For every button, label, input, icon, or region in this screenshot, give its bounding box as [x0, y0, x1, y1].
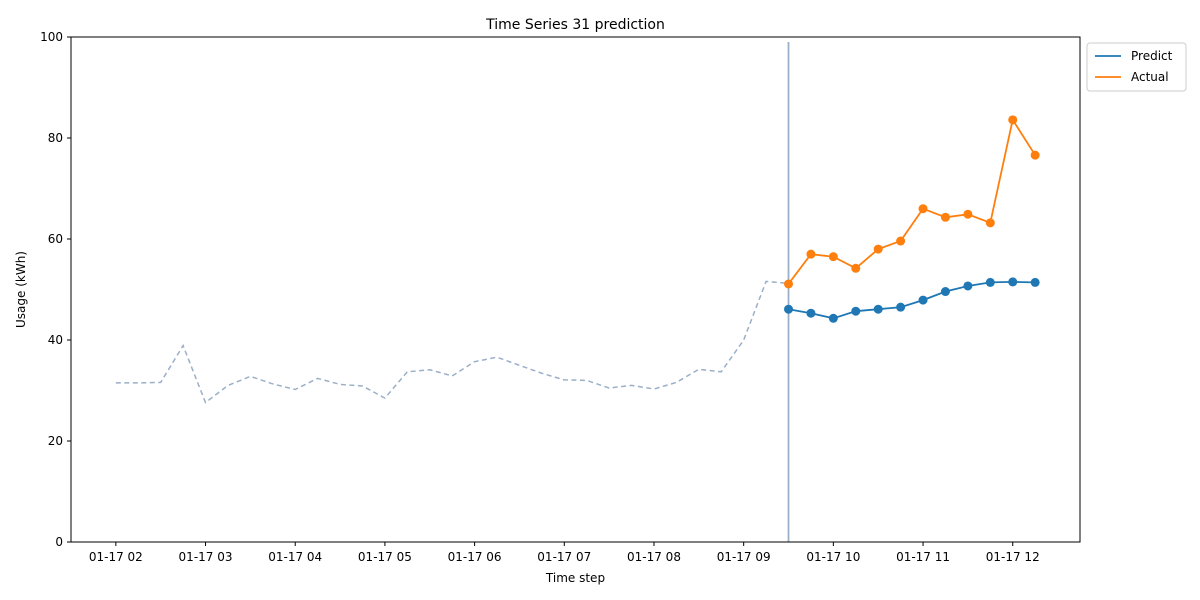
series-point-actual — [828, 252, 838, 262]
legend-label-predict: Predict — [1131, 49, 1173, 63]
series-point-predict — [828, 313, 838, 323]
y-tick-label: 40 — [48, 333, 63, 347]
x-tick-label: 01-17 12 — [986, 550, 1040, 564]
plot-area — [115, 42, 1040, 542]
series-point-actual — [963, 209, 973, 219]
series-point-predict — [1008, 277, 1018, 287]
series-point-actual — [918, 204, 928, 214]
series-line-actual — [787, 117, 1036, 285]
plot-border — [70, 36, 1081, 543]
series-point-actual — [985, 218, 995, 228]
x-tick-label: 01-17 02 — [89, 550, 143, 564]
series-point-predict — [851, 306, 861, 316]
series-point-predict — [963, 281, 973, 291]
x-tick-label: 01-17 09 — [717, 550, 771, 564]
legend-box — [1086, 42, 1187, 92]
y-tick-label: 80 — [48, 131, 63, 145]
y-tick-label: 20 — [48, 434, 63, 448]
series-point-actual — [806, 249, 816, 259]
series-point-actual — [873, 244, 883, 254]
x-tick-label: 01-17 10 — [806, 550, 860, 564]
series-point-predict — [940, 287, 950, 297]
series-line-predict — [788, 280, 1036, 320]
series-point-actual — [1008, 115, 1018, 125]
history-line — [115, 280, 789, 404]
x-tick-label: 01-17 07 — [537, 550, 591, 564]
axes-frame — [70, 36, 1081, 543]
x-tick-label: 01-17 03 — [179, 550, 233, 564]
y-tick-label: 100 — [40, 30, 63, 44]
series-point-actual — [851, 263, 861, 273]
x-tick-label: 01-17 06 — [448, 550, 502, 564]
series-point-predict — [873, 304, 883, 314]
x-tick-label: 01-17 08 — [627, 550, 681, 564]
legend-label-actual: Actual — [1131, 70, 1169, 84]
x-tick-label: 01-17 05 — [358, 550, 412, 564]
axes: 0 20 40 60 80 100 01-17 02 01-17 03 01-17 04 01-1… — [40, 30, 1040, 564]
x-axis-label: Time step — [545, 571, 605, 585]
series-point-predict — [918, 295, 928, 305]
y-tick-label: 60 — [48, 232, 63, 246]
legend: Predict Actual — [1086, 42, 1187, 92]
y-tick-label: 0 — [55, 535, 63, 549]
series-point-predict — [985, 277, 995, 287]
x-tick-label: 01-17 11 — [896, 550, 950, 564]
series-point-actual — [784, 279, 794, 289]
y-axis-label: Usage (kWh) — [14, 251, 28, 328]
series-point-actual — [896, 236, 906, 246]
series-point-predict — [896, 302, 906, 312]
series-point-predict — [784, 304, 794, 314]
series-point-actual — [940, 212, 950, 222]
series-point-actual — [1030, 150, 1040, 160]
series-point-predict — [806, 308, 816, 318]
x-tick-label: 01-17 04 — [268, 550, 322, 564]
chart-title: Time Series 31 prediction — [485, 17, 665, 33]
series-point-predict — [1030, 277, 1040, 287]
